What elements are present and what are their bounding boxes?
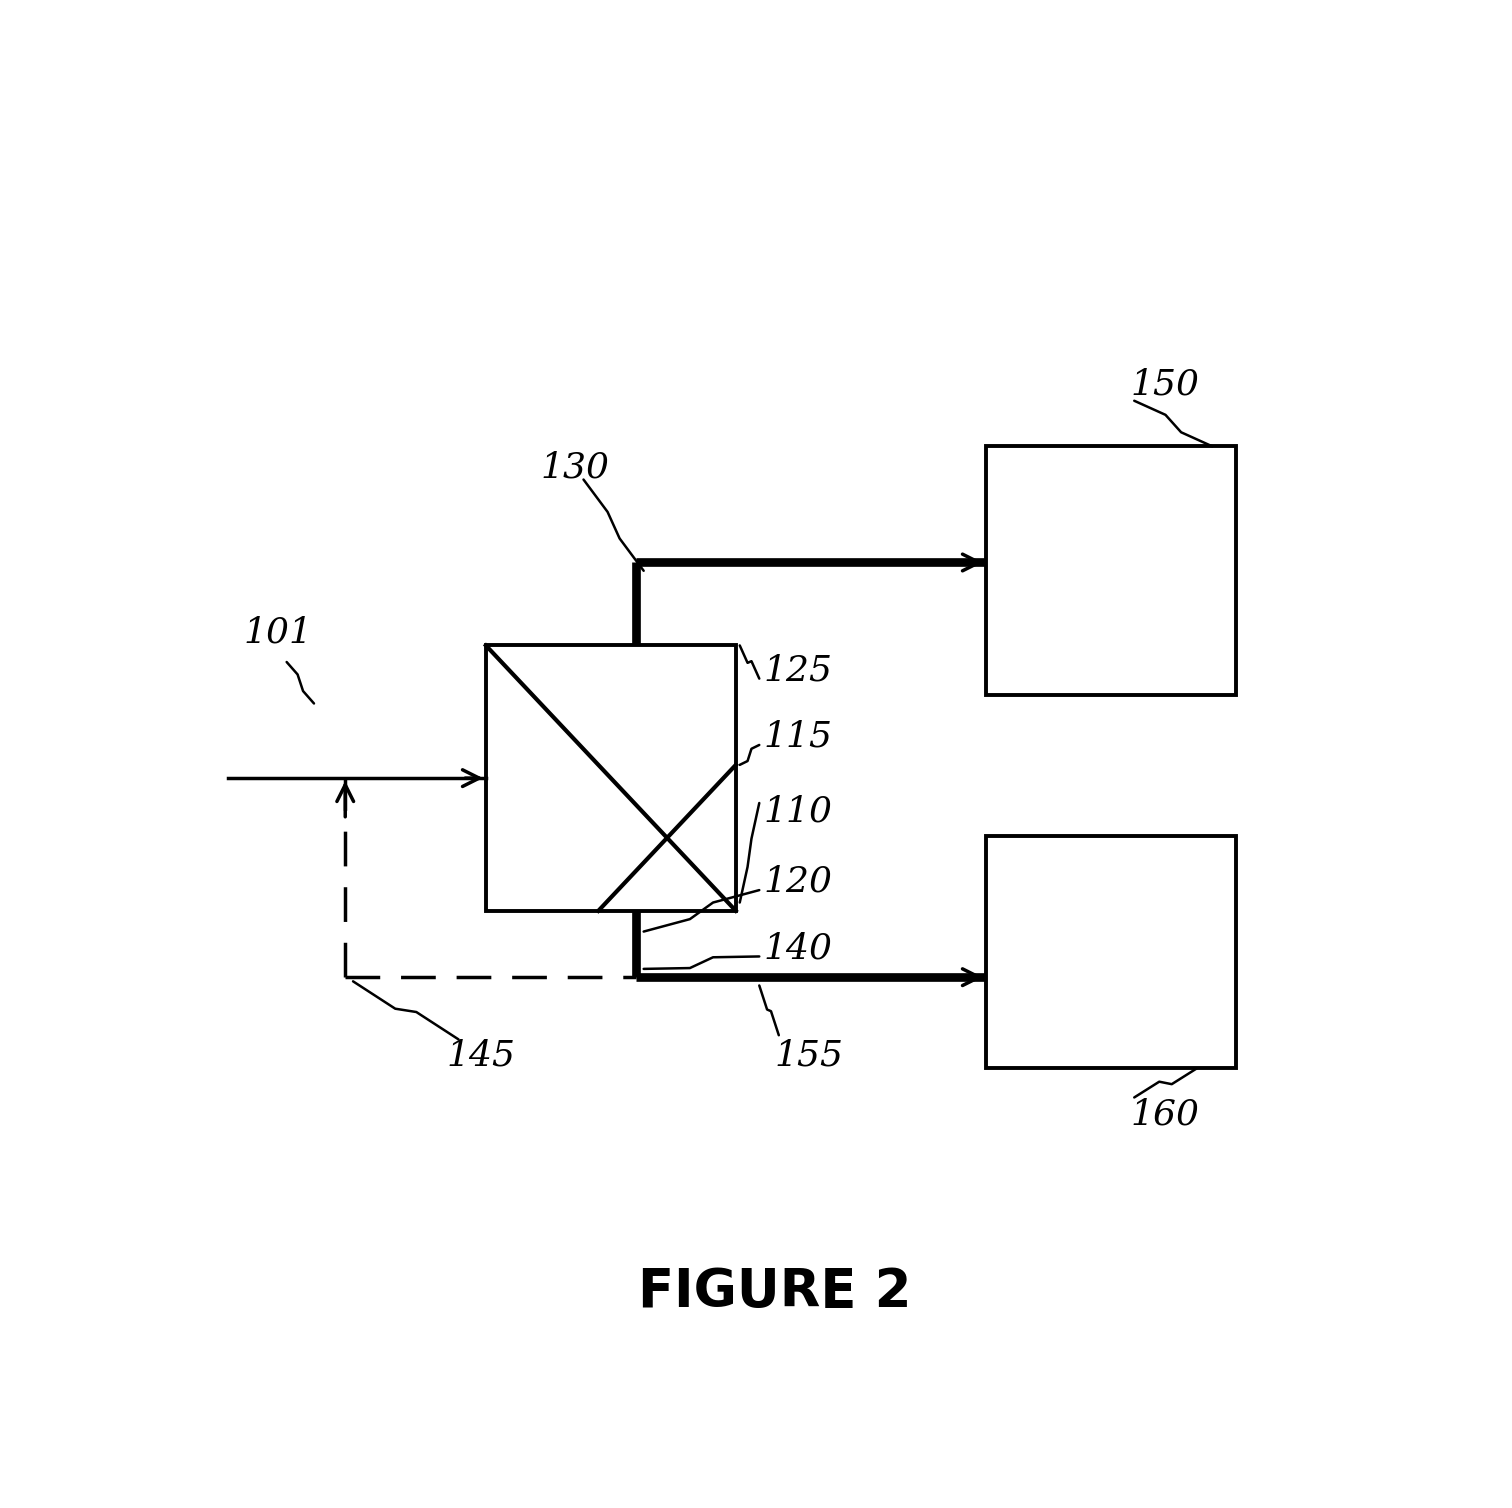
- Text: 160: 160: [1131, 1096, 1199, 1131]
- Text: 140: 140: [764, 930, 832, 965]
- Bar: [986, 446, 1235, 695]
- Text: 150: 150: [1131, 366, 1199, 401]
- Text: FIGURE 2: FIGURE 2: [638, 1267, 912, 1318]
- Text: 110: 110: [764, 795, 832, 828]
- Text: 120: 120: [764, 864, 832, 899]
- Bar: [986, 835, 1235, 1068]
- Text: 101: 101: [243, 615, 313, 650]
- Text: 130: 130: [540, 449, 609, 484]
- Text: 115: 115: [764, 719, 832, 754]
- Bar: [485, 645, 736, 911]
- Text: 155: 155: [774, 1039, 844, 1074]
- Text: 125: 125: [764, 653, 832, 688]
- Text: 145: 145: [446, 1039, 516, 1074]
